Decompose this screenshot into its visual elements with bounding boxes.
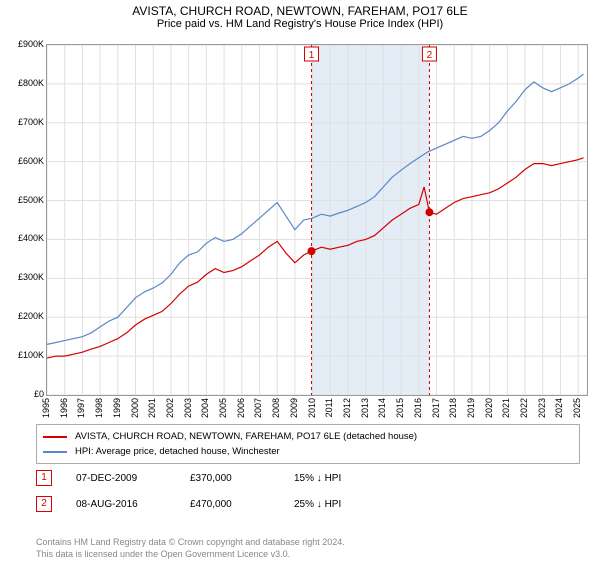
x-tick-label: 2015 [395,398,405,418]
x-tick-label: 2022 [519,398,529,418]
x-tick-label: 2011 [324,398,334,417]
legend-label: AVISTA, CHURCH ROAD, NEWTOWN, FAREHAM, P… [75,429,417,444]
legend-swatch [43,436,67,438]
x-tick-label: 2001 [147,398,157,418]
svg-text:2: 2 [427,50,433,61]
credits-line: This data is licensed under the Open Gov… [36,548,566,560]
sale-date: 08-AUG-2016 [76,499,166,510]
plot-svg: 12 [47,45,587,395]
sale-record-row: 2 08-AUG-2016 £470,000 25% ↓ HPI [36,496,566,512]
legend-item: AVISTA, CHURCH ROAD, NEWTOWN, FAREHAM, P… [43,429,573,444]
sale-hpi-delta: 25% ↓ HPI [294,499,341,510]
x-tick-label: 2004 [200,398,210,418]
price-chart-container: AVISTA, CHURCH ROAD, NEWTOWN, FAREHAM, P… [0,4,600,564]
x-tick-label: 2000 [130,398,140,418]
y-tick-label: £900K [0,39,44,49]
sale-date: 07-DEC-2009 [76,473,166,484]
x-tick-label: 2008 [271,398,281,418]
x-tick-label: 1996 [59,398,69,418]
sale-price: £470,000 [190,499,270,510]
svg-text:1: 1 [309,50,315,61]
sale-marker-badge: 1 [36,470,52,486]
x-tick-label: 2007 [253,398,263,418]
x-tick-label: 2006 [236,398,246,418]
sale-record-row: 1 07-DEC-2009 £370,000 15% ↓ HPI [36,470,566,486]
x-tick-label: 2012 [342,398,352,418]
x-tick-label: 2023 [537,398,547,418]
legend-label: HPI: Average price, detached house, Winc… [75,444,280,459]
sale-price: £370,000 [190,473,270,484]
legend-swatch [43,451,67,453]
x-tick-label: 2013 [360,398,370,418]
x-tick-label: 2018 [448,398,458,418]
y-tick-label: £400K [0,233,44,243]
x-tick-label: 2020 [484,398,494,418]
x-tick-label: 2019 [466,398,476,418]
sale-marker-badge: 2 [36,496,52,512]
x-tick-label: 2010 [307,398,317,418]
chart-subtitle: Price paid vs. HM Land Registry's House … [0,18,600,30]
x-tick-label: 1998 [94,398,104,418]
chart-title-address: AVISTA, CHURCH ROAD, NEWTOWN, FAREHAM, P… [0,4,600,18]
x-tick-label: 2024 [554,398,564,418]
x-tick-label: 2025 [572,398,582,418]
x-tick-label: 2017 [431,398,441,418]
plot-area: 12 [46,44,588,396]
legend: AVISTA, CHURCH ROAD, NEWTOWN, FAREHAM, P… [36,424,580,464]
x-tick-label: 2016 [413,398,423,418]
data-credits: Contains HM Land Registry data © Crown c… [36,536,566,560]
x-tick-label: 1997 [76,398,86,418]
x-tick-label: 2021 [501,398,511,418]
x-tick-label: 2003 [183,398,193,418]
y-tick-label: £300K [0,272,44,282]
y-tick-label: £600K [0,156,44,166]
x-tick-label: 2009 [289,398,299,418]
y-tick-label: £700K [0,117,44,127]
y-tick-label: £800K [0,78,44,88]
x-tick-label: 1999 [112,398,122,418]
y-tick-label: £0 [0,389,44,399]
sale-hpi-delta: 15% ↓ HPI [294,473,341,484]
y-tick-label: £100K [0,350,44,360]
x-tick-label: 2002 [165,398,175,418]
legend-item: HPI: Average price, detached house, Winc… [43,444,573,459]
x-tick-label: 2014 [377,398,387,418]
y-tick-label: £500K [0,195,44,205]
credits-line: Contains HM Land Registry data © Crown c… [36,536,566,548]
x-tick-label: 2005 [218,398,228,418]
x-tick-label: 1995 [41,398,51,418]
y-tick-label: £200K [0,311,44,321]
